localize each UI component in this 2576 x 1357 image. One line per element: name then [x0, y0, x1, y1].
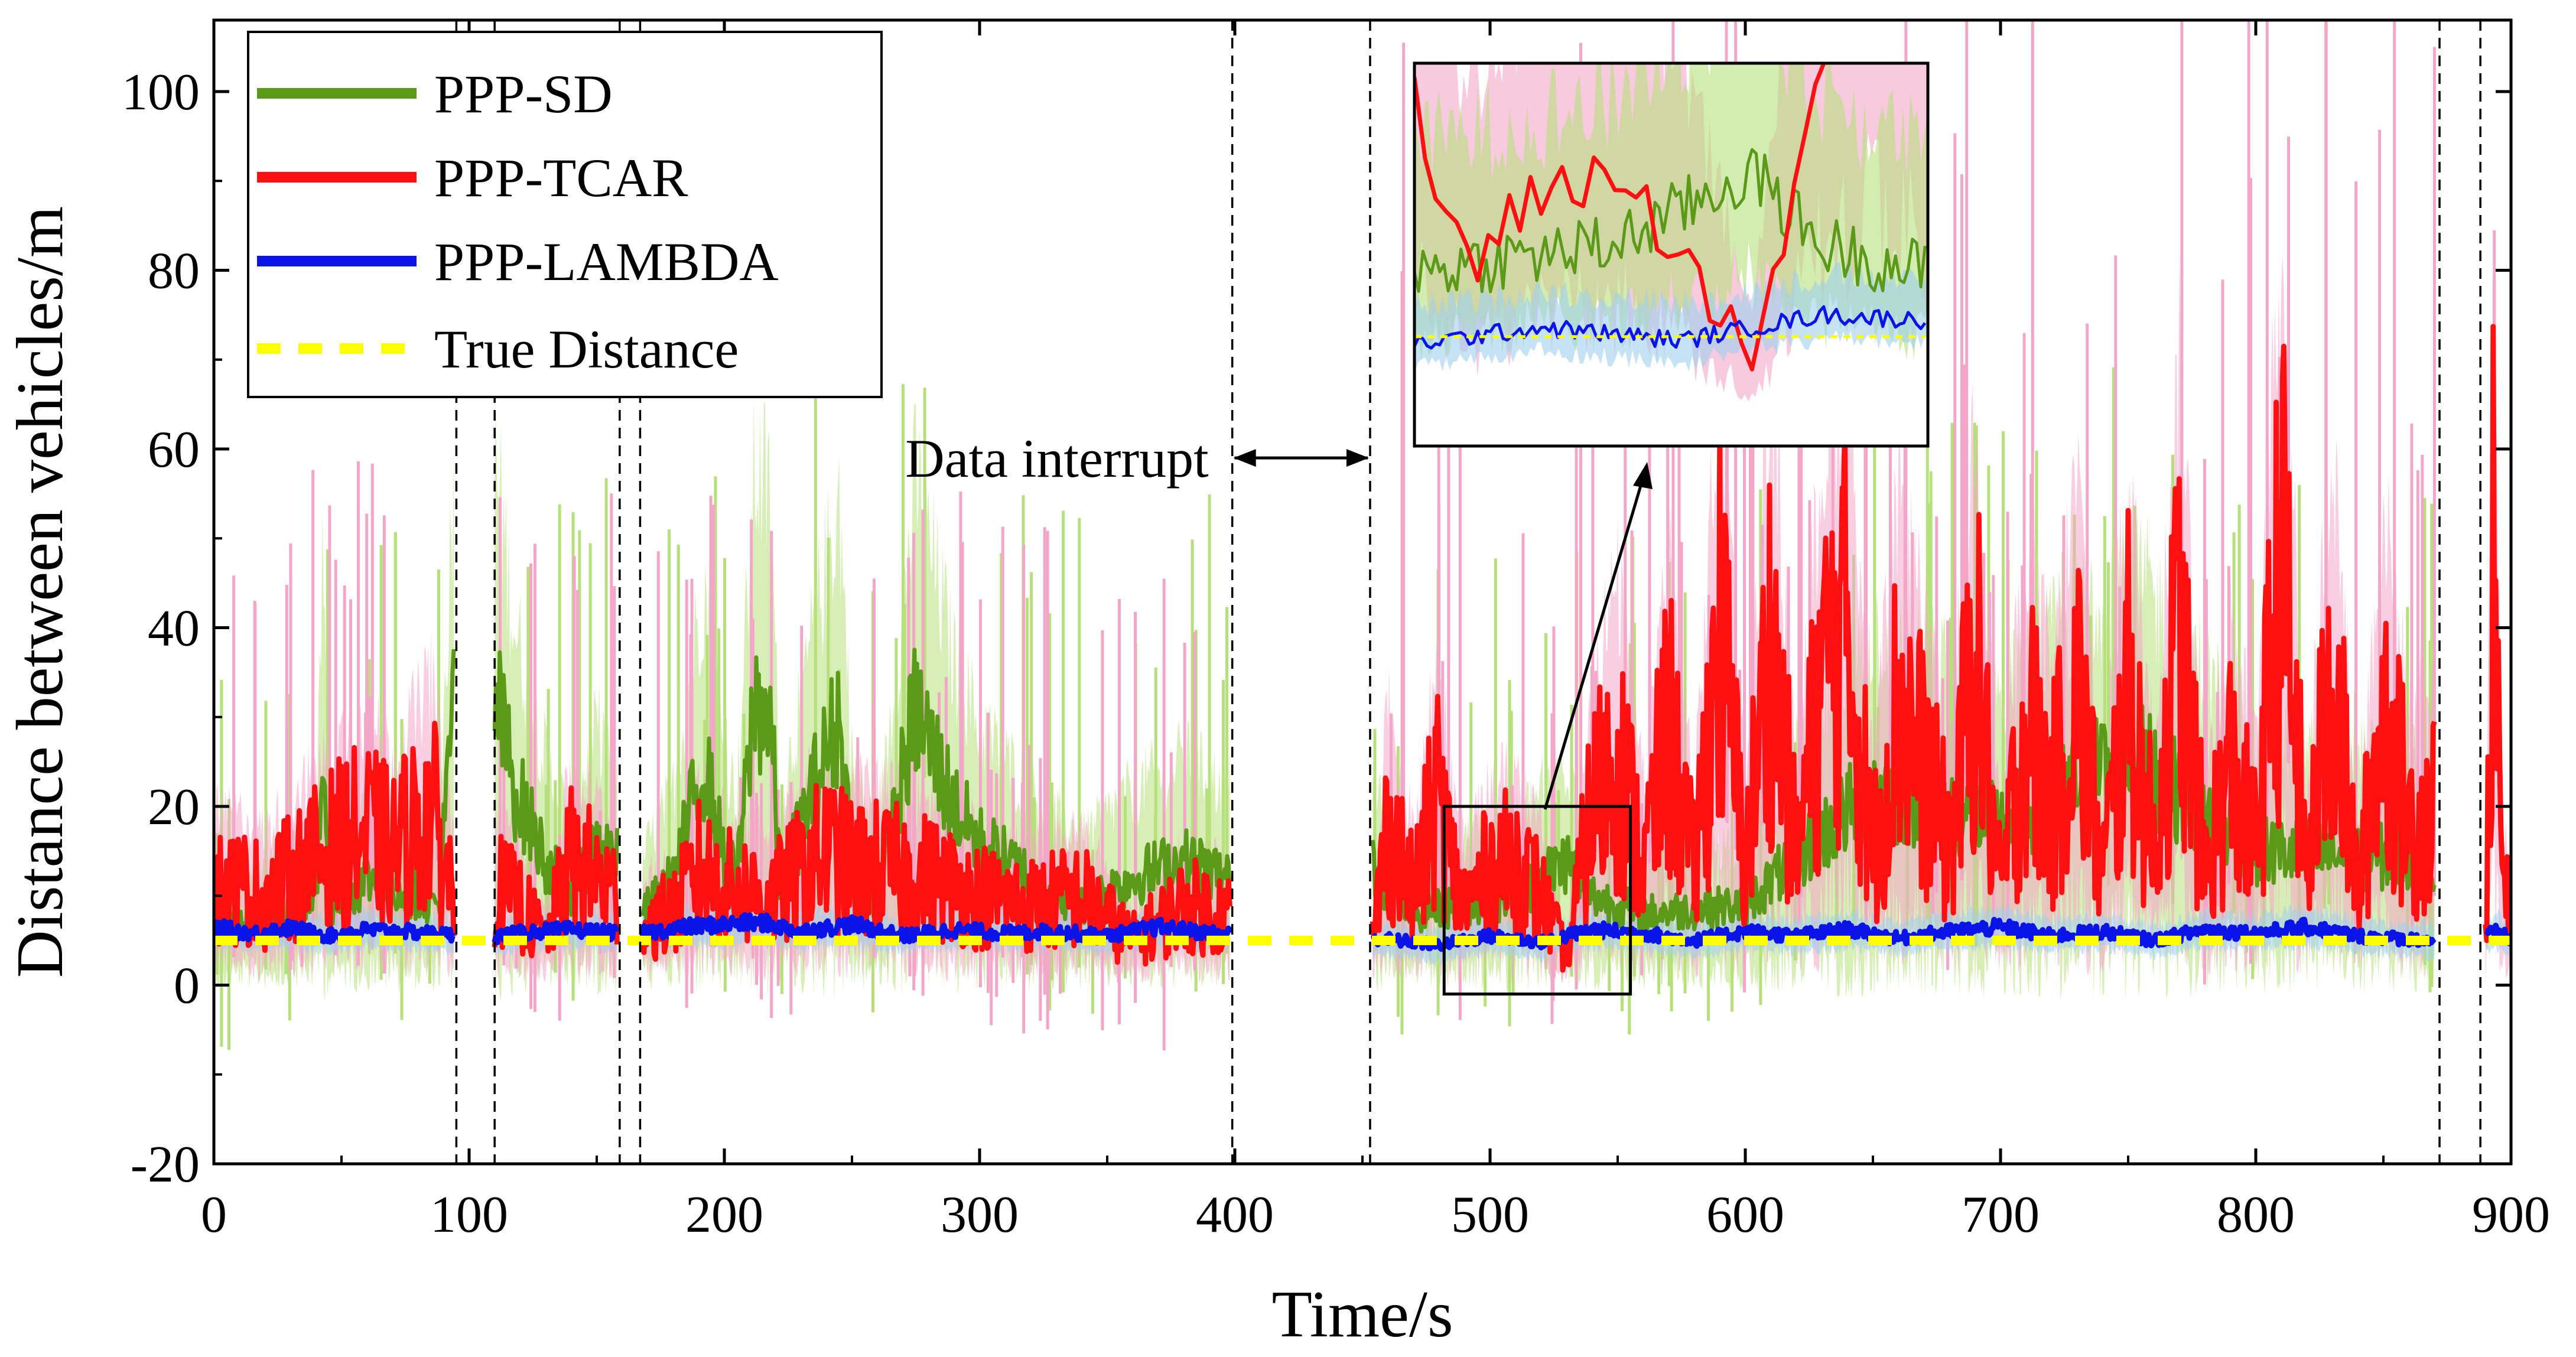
y-tick-label: 100 [122, 64, 200, 121]
data-interrupt-label: Data interrupt [905, 428, 1209, 489]
series-line-ppp-lambda-2 [639, 912, 1233, 945]
series-line-ppp-lambda-0 [214, 918, 456, 945]
x-tick-label: 800 [2217, 1186, 2295, 1244]
y-tick-label: 60 [148, 421, 200, 479]
x-tick-label: 300 [941, 1186, 1019, 1244]
legend-label-ppp-tcar: PPP-TCAR [434, 148, 688, 208]
y-tick-label: 0 [174, 958, 200, 1015]
inset-frame [1413, 61, 1930, 448]
legend-label-ppp-lambda: PPP-LAMBDA [434, 232, 779, 292]
data-interrupt-lines [455, 20, 2481, 1164]
inset-line-ppp-tcar [1414, 63, 1826, 372]
axis-tick-labels: 0 100 200 300 400 500 600 700 800 900-20020406080… [122, 64, 2550, 1244]
x-tick-label: 400 [1196, 1186, 1274, 1244]
x-tick-label: 700 [1962, 1186, 2040, 1244]
zoom-pointer-line [1543, 469, 1647, 810]
y-tick-label: 80 [148, 243, 200, 300]
x-tick-label: 0 [201, 1186, 227, 1244]
series-lines [214, 324, 2511, 973]
series-line-ppp-sd-1 [492, 650, 620, 917]
y-axis-title: Distance between vehicles/m [4, 206, 77, 978]
arrow-head-left [1233, 449, 1256, 467]
y-tick-label: -20 [131, 1136, 200, 1193]
arrow-head-right [1346, 449, 1369, 467]
axis-ticks [212, 20, 2513, 1166]
zoom-region-box [1442, 805, 1632, 996]
x-tick-label: 900 [2472, 1186, 2550, 1244]
series-line-ppp-sd-2 [640, 647, 1232, 926]
series-line-ppp-lambda-1 [492, 919, 620, 946]
data-interrupt-annotation: Data interrupt [905, 428, 1369, 489]
legend: PPP-SD PPP-TCAR PPP-LAMBDA True Distance [247, 31, 883, 398]
legend-label-true-distance: True Distance [434, 319, 739, 379]
legend-label-ppp-sd: PPP-SD [434, 64, 613, 124]
x-tick-label: 100 [430, 1186, 508, 1244]
x-tick-label: 200 [685, 1186, 763, 1244]
inset-band-ppp-lambda [1414, 262, 1928, 374]
inset-series [1414, 63, 1928, 402]
y-tick-label: 40 [148, 600, 200, 658]
x-axis-title: Time/s [1271, 1278, 1453, 1351]
x-tick-label: 500 [1451, 1186, 1529, 1244]
zoom-pointer-arrow-head [1633, 462, 1653, 489]
y-tick-label: 20 [148, 779, 200, 836]
x-tick-label: 600 [1706, 1186, 1784, 1244]
inset-line-ppp-lambda [1414, 305, 1927, 350]
inset-line-ppp-sd [1414, 148, 1927, 294]
series-line-ppp-tcar-0 [214, 720, 457, 954]
zoom-inset [1413, 61, 1930, 448]
series-line-ppp-tcar-4 [2483, 324, 2511, 946]
series-line-ppp-tcar-3 [1370, 343, 2437, 973]
series-line-ppp-tcar-1 [492, 785, 620, 959]
